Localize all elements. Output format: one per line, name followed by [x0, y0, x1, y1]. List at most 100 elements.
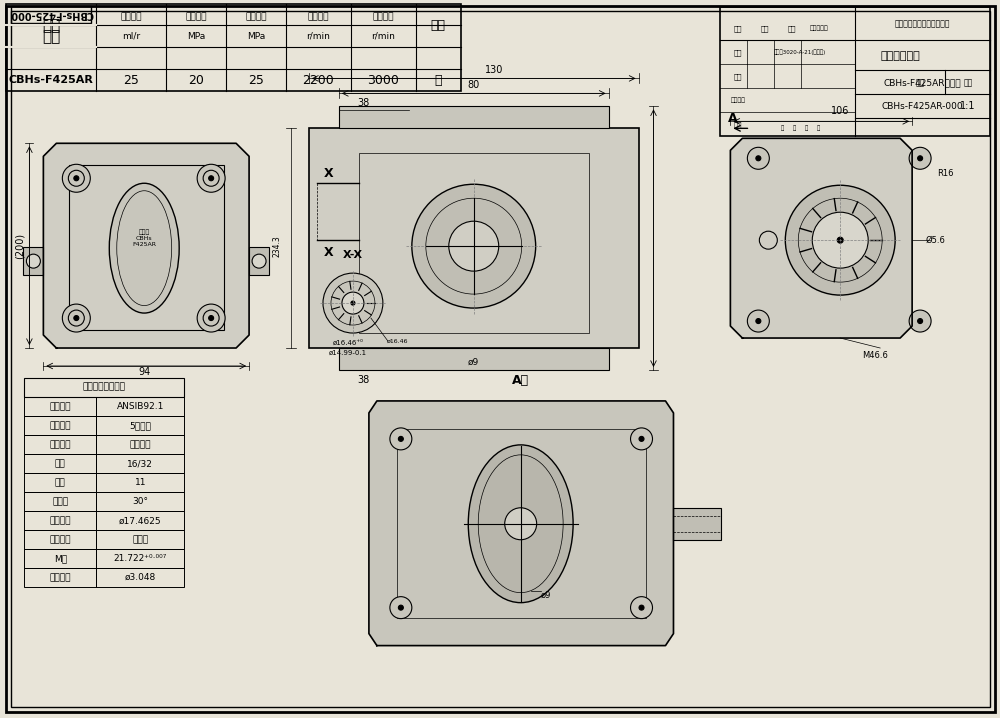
Text: 渐开线花键参数表: 渐开线花键参数表: [83, 383, 126, 391]
Circle shape: [812, 213, 868, 268]
Circle shape: [631, 597, 653, 619]
Text: 额定排量: 额定排量: [121, 12, 142, 22]
Bar: [96, 416, 184, 435]
Text: 压力角: 压力角: [52, 498, 68, 506]
Text: 设计: 设计: [734, 49, 743, 56]
Bar: [24, 492, 96, 510]
Text: 234.3: 234.3: [273, 236, 282, 257]
Bar: [96, 492, 184, 510]
Text: 1:1: 1:1: [960, 101, 976, 111]
Text: 30°: 30°: [132, 498, 148, 506]
Text: 重量: 重量: [915, 78, 925, 87]
Bar: [96, 454, 184, 473]
Text: 配合类型: 配合类型: [50, 440, 71, 449]
Ellipse shape: [468, 445, 573, 602]
Bar: [96, 510, 184, 530]
Circle shape: [197, 164, 225, 192]
Bar: [69, 165, 224, 330]
Bar: [24, 397, 96, 416]
Text: 最高转速: 最高转速: [372, 12, 394, 22]
Text: 106: 106: [831, 106, 849, 116]
Text: CBHs-F425AR齿轮泵: CBHs-F425AR齿轮泵: [883, 78, 961, 87]
Bar: [359, 154, 589, 333]
Bar: [24, 510, 96, 530]
Text: 齿轮泵
CBHs
F425AR: 齿轮泵 CBHs F425AR: [132, 230, 156, 247]
Text: 38: 38: [358, 375, 370, 385]
Text: 比例: 比例: [963, 78, 973, 87]
Text: MPa: MPa: [247, 32, 265, 41]
Text: 齿数: 齿数: [55, 478, 66, 488]
Bar: [339, 106, 609, 129]
Text: ø17.4625: ø17.4625: [119, 516, 162, 526]
Text: 11: 11: [134, 478, 146, 488]
Bar: [96, 530, 184, 549]
Text: 图纸文件号: 图纸文件号: [810, 26, 829, 32]
Bar: [24, 454, 96, 473]
Text: 25: 25: [248, 74, 264, 87]
Circle shape: [918, 156, 923, 161]
Bar: [24, 549, 96, 568]
Text: X: X: [324, 246, 334, 258]
Circle shape: [756, 156, 761, 161]
Polygon shape: [369, 401, 673, 645]
Circle shape: [505, 508, 537, 540]
Text: 外连接尺寸图: 外连接尺寸图: [880, 52, 920, 62]
Text: 分区: 分区: [788, 25, 797, 32]
Text: 型号: 型号: [42, 29, 60, 44]
Text: 花键规格: 花键规格: [50, 402, 71, 411]
Text: CBHs-F425AR-000: CBHs-F425AR-000: [881, 102, 963, 111]
Bar: [249, 247, 269, 275]
Circle shape: [747, 147, 769, 169]
Text: 3000: 3000: [367, 74, 399, 87]
Text: MPa: MPa: [187, 32, 205, 41]
Circle shape: [252, 254, 266, 268]
Circle shape: [785, 185, 895, 295]
Bar: [24, 568, 96, 587]
Circle shape: [62, 164, 90, 192]
Text: ANSIB92.1: ANSIB92.1: [117, 402, 164, 411]
Text: X-X: X-X: [343, 250, 363, 260]
Text: 130: 130: [485, 65, 503, 75]
Text: 批划: 批划: [734, 25, 743, 32]
Bar: [339, 348, 609, 370]
Circle shape: [390, 597, 412, 619]
Bar: [24, 378, 184, 397]
Text: 20: 20: [188, 74, 204, 87]
Bar: [96, 473, 184, 492]
Text: 工艺: 工艺: [734, 121, 743, 128]
Bar: [397, 429, 646, 617]
Polygon shape: [43, 144, 249, 348]
Circle shape: [74, 316, 79, 320]
Text: ø9: ø9: [540, 591, 551, 600]
Circle shape: [26, 254, 40, 268]
Text: 94: 94: [138, 367, 150, 377]
Bar: [720, 6, 990, 136]
Text: CBHs-F425-000: CBHs-F425-000: [10, 9, 93, 19]
Text: 齿根形状: 齿根形状: [50, 535, 71, 544]
Polygon shape: [730, 139, 912, 338]
Circle shape: [909, 147, 931, 169]
Bar: [6, 4, 461, 91]
Text: 齿侧配合: 齿侧配合: [129, 440, 151, 449]
Text: 最高压力: 最高压力: [245, 12, 267, 22]
Circle shape: [639, 605, 644, 610]
Text: ø9: ø9: [468, 358, 479, 366]
Circle shape: [412, 185, 536, 308]
Circle shape: [631, 428, 653, 450]
Text: 5级精度: 5级精度: [129, 421, 151, 430]
Circle shape: [398, 437, 403, 442]
Circle shape: [197, 304, 225, 332]
Text: A向: A向: [512, 375, 529, 388]
Text: 型号: 型号: [42, 18, 60, 33]
Text: r/min: r/min: [306, 32, 330, 41]
Text: 审核标记: 审核标记: [731, 98, 746, 103]
Text: 2200: 2200: [302, 74, 334, 87]
Bar: [23, 247, 43, 275]
Text: Ø5.6: Ø5.6: [925, 236, 945, 245]
Text: ø14.99-0.1: ø14.99-0.1: [329, 350, 367, 356]
Text: 21.722⁺⁰·⁰⁰⁷: 21.722⁺⁰·⁰⁰⁷: [114, 554, 167, 563]
Text: 描图: 描图: [734, 73, 743, 80]
Text: 共     量     用     量: 共 量 用 量: [781, 126, 820, 131]
Bar: [309, 129, 639, 348]
Circle shape: [756, 319, 761, 324]
